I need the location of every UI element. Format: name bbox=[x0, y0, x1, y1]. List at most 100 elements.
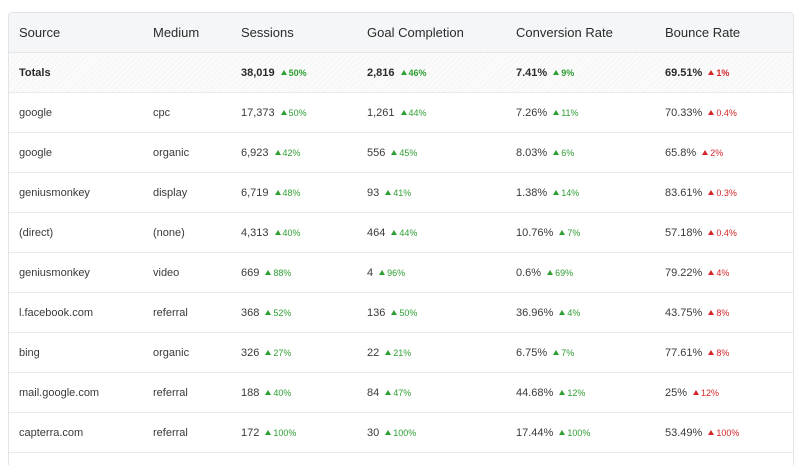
goal-completion-value: 22 bbox=[367, 346, 380, 359]
change-value: 41% bbox=[393, 187, 412, 198]
medium-cell: (none) bbox=[143, 212, 231, 253]
trend-up-icon bbox=[280, 109, 287, 115]
trend-up-icon bbox=[693, 389, 700, 395]
change-value: 52% bbox=[273, 307, 292, 318]
change-value: 48% bbox=[282, 187, 301, 198]
trend-up-icon bbox=[708, 349, 715, 355]
trend-up-icon bbox=[553, 149, 560, 155]
table-row[interactable]: google cpc 17,373 50% 1,261 44% 7.26% 11% 7… bbox=[9, 92, 793, 133]
traffic-sources-table: Source Medium Sessions Goal Completion C… bbox=[9, 13, 793, 453]
source-cell: capterra.com bbox=[9, 412, 143, 453]
bounce-rate-value: 25% bbox=[665, 386, 688, 399]
totals-conversion-change: 9% bbox=[553, 68, 574, 78]
totals-conversion-value: 7.41% bbox=[516, 66, 548, 79]
bounce-rate-change: 12% bbox=[693, 388, 719, 398]
goal-completion-cell: 84 47% bbox=[357, 372, 506, 413]
change-value: 50% bbox=[288, 107, 307, 118]
table-row[interactable]: google organic 6,923 42% 556 45% 8.03% 6% 6… bbox=[9, 132, 793, 173]
table-row[interactable]: mail.google.com referral 188 40% 84 47% 44… bbox=[9, 372, 793, 413]
conversion-rate-cell: 1.38% 14% bbox=[506, 172, 655, 213]
medium-cell: referral bbox=[143, 372, 231, 413]
change-value: 12% bbox=[567, 387, 586, 398]
change-value: 69% bbox=[555, 267, 574, 278]
trend-up-icon bbox=[265, 269, 272, 275]
trend-up-icon bbox=[379, 269, 386, 275]
sessions-change: 88% bbox=[265, 268, 291, 278]
change-value: 8% bbox=[716, 347, 730, 358]
trend-up-icon bbox=[708, 309, 715, 315]
bounce-rate-change: 8% bbox=[708, 348, 729, 358]
goal-completion-cell: 22 21% bbox=[357, 332, 506, 373]
goal-completion-change: 21% bbox=[385, 348, 411, 358]
bounce-rate-cell: 79.22% 4% bbox=[655, 252, 793, 293]
bounce-rate-cell: 53.49% 100% bbox=[655, 412, 793, 453]
totals-bounce-cell: 69.51% 1% bbox=[655, 52, 793, 93]
sessions-change: 100% bbox=[265, 428, 296, 438]
column-header-goal-completion[interactable]: Goal Completion bbox=[357, 13, 506, 53]
change-value: 9% bbox=[561, 67, 575, 78]
goal-completion-cell: 136 50% bbox=[357, 292, 506, 333]
source-cell: geniusmonkey bbox=[9, 172, 143, 213]
trend-up-icon bbox=[553, 189, 560, 195]
sessions-cell: 326 27% bbox=[231, 332, 357, 373]
table-row[interactable]: l.facebook.com referral 368 52% 136 50% 36… bbox=[9, 292, 793, 333]
trend-up-icon bbox=[385, 189, 392, 195]
table-row[interactable]: geniusmonkey video 669 88% 4 96% 0.6% 69% 7… bbox=[9, 252, 793, 293]
totals-sessions-change: 50% bbox=[280, 67, 307, 78]
sessions-cell: 669 88% bbox=[231, 252, 357, 293]
goal-completion-change: 44% bbox=[400, 108, 427, 118]
bounce-rate-cell: 43.75% 8% bbox=[655, 292, 793, 333]
column-header-sessions[interactable]: Sessions bbox=[231, 13, 357, 53]
trend-up-icon bbox=[274, 189, 281, 195]
goal-completion-cell: 93 41% bbox=[357, 172, 506, 213]
bounce-rate-value: 70.33% bbox=[665, 106, 703, 119]
table-row[interactable]: bing organic 326 27% 22 21% 6.75% 7% 77.61%… bbox=[9, 332, 793, 373]
change-value: 47% bbox=[393, 387, 412, 398]
column-header-conversion-rate[interactable]: Conversion Rate bbox=[506, 13, 655, 53]
medium-cell: referral bbox=[143, 292, 231, 333]
trend-up-icon bbox=[391, 309, 398, 315]
goal-completion-value: 93 bbox=[367, 186, 380, 199]
bounce-rate-change: 2% bbox=[702, 148, 723, 158]
conversion-rate-change: 12% bbox=[559, 388, 585, 398]
trend-up-icon bbox=[391, 149, 398, 155]
goal-completion-change: 47% bbox=[385, 388, 411, 398]
goal-completion-value: 30 bbox=[367, 426, 380, 439]
medium-cell: display bbox=[143, 172, 231, 213]
conversion-rate-change: 6% bbox=[553, 148, 574, 158]
totals-goal-value: 2,816 bbox=[367, 66, 395, 79]
sessions-value: 17,373 bbox=[241, 106, 275, 119]
source-cell: google bbox=[9, 132, 143, 173]
bounce-rate-value: 65.8% bbox=[665, 146, 697, 159]
change-value: 4% bbox=[567, 307, 581, 318]
table-row[interactable]: (direct) (none) 4,313 40% 464 44% 10.76% 7%… bbox=[9, 212, 793, 253]
column-header-source[interactable]: Source bbox=[9, 13, 143, 53]
change-value: 14% bbox=[561, 187, 580, 198]
conversion-rate-cell: 8.03% 6% bbox=[506, 132, 655, 173]
conversion-rate-value: 6.75% bbox=[516, 346, 548, 359]
trend-up-icon bbox=[708, 109, 715, 115]
source-cell: mail.google.com bbox=[9, 372, 143, 413]
sessions-cell: 6,923 42% bbox=[231, 132, 357, 173]
sessions-change: 40% bbox=[274, 228, 301, 238]
change-value: 50% bbox=[288, 67, 307, 78]
sessions-value: 6,719 bbox=[241, 186, 269, 199]
bounce-rate-value: 79.22% bbox=[665, 266, 703, 279]
totals-conversion-cell: 7.41% 9% bbox=[506, 52, 655, 93]
table-row[interactable]: capterra.com referral 172 100% 30 100% 17.… bbox=[9, 412, 793, 453]
bounce-rate-value: 43.75% bbox=[665, 306, 703, 319]
column-header-bounce-rate[interactable]: Bounce Rate bbox=[655, 13, 793, 53]
change-value: 100% bbox=[716, 427, 740, 438]
change-value: 42% bbox=[282, 147, 301, 158]
column-header-medium[interactable]: Medium bbox=[143, 13, 231, 53]
table-row[interactable]: geniusmonkey display 6,719 48% 93 41% 1.38… bbox=[9, 172, 793, 213]
goal-completion-value: 4 bbox=[367, 266, 374, 279]
sessions-change: 42% bbox=[274, 147, 301, 158]
conversion-rate-change: 4% bbox=[559, 308, 580, 318]
trend-up-icon bbox=[559, 429, 566, 435]
sessions-change: 27% bbox=[265, 348, 291, 358]
goal-completion-value: 84 bbox=[367, 386, 380, 399]
trend-up-icon bbox=[265, 389, 272, 395]
bounce-rate-cell: 25% 12% bbox=[655, 372, 793, 413]
sessions-value: 326 bbox=[241, 346, 260, 359]
